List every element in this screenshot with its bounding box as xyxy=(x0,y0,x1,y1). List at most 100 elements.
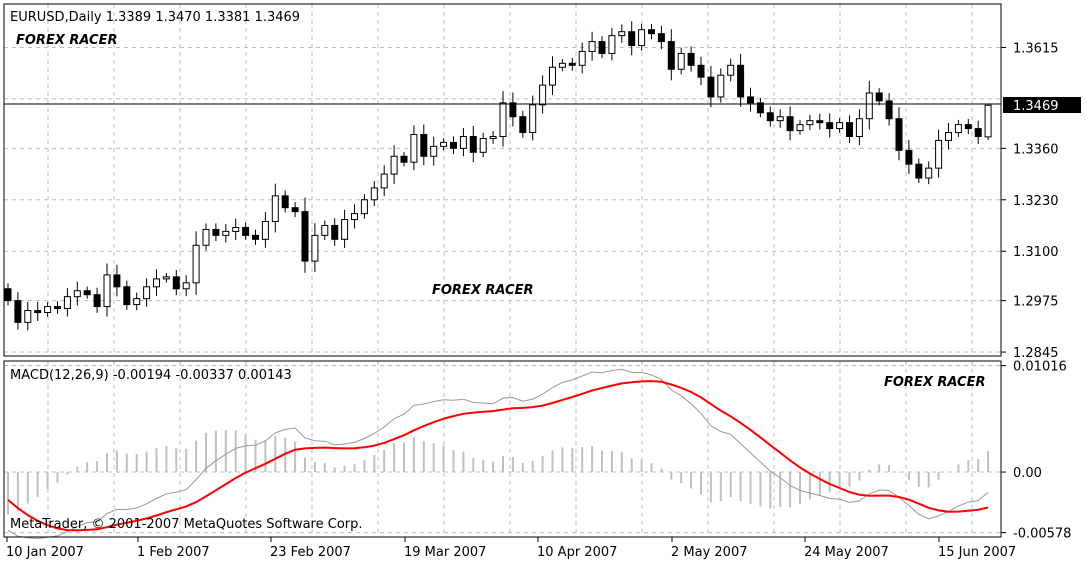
candle xyxy=(657,25,665,50)
candle-bull xyxy=(549,66,556,86)
candle-bear xyxy=(509,102,517,118)
price-panel-frame xyxy=(3,3,1002,357)
candle xyxy=(162,273,170,283)
candle-bear xyxy=(469,135,477,153)
candle-bear xyxy=(212,228,220,236)
candle xyxy=(648,23,655,40)
candle xyxy=(143,278,151,307)
candle-bull xyxy=(153,278,160,288)
candle-bull xyxy=(984,104,992,138)
candle-bear xyxy=(707,76,715,98)
candle xyxy=(816,113,824,130)
candle xyxy=(341,209,349,249)
candle-bull xyxy=(558,62,566,68)
candle-bull xyxy=(380,173,388,189)
candle xyxy=(459,127,467,157)
candle-bull xyxy=(588,41,596,52)
candle xyxy=(786,106,794,141)
candle-bear xyxy=(519,116,527,134)
candle-bear xyxy=(83,290,91,296)
candle-bear xyxy=(974,128,982,137)
candle-bull xyxy=(945,132,952,141)
candle xyxy=(351,204,358,229)
candle-bull xyxy=(143,286,151,300)
candle xyxy=(103,263,111,317)
candle xyxy=(192,231,200,295)
time-tick-label: 24 May 2007 xyxy=(804,545,889,560)
candle-bull xyxy=(954,124,962,134)
candle xyxy=(400,151,408,167)
macd-histogram xyxy=(7,430,990,515)
time-tick-label: 19 Mar 2007 xyxy=(404,545,486,560)
price-tick-label: 1.3230 xyxy=(1013,194,1059,209)
candle-bull xyxy=(351,213,358,221)
candle-bear xyxy=(895,118,903,151)
candle-bear xyxy=(737,64,745,98)
candle-bull xyxy=(776,116,784,122)
macd-signal-line xyxy=(7,380,989,532)
candle xyxy=(677,47,685,75)
candle-bear xyxy=(4,288,12,302)
candle-bull xyxy=(341,219,349,240)
grid xyxy=(4,4,1001,537)
candle xyxy=(311,223,319,272)
candle-bull xyxy=(182,282,190,290)
candle xyxy=(806,114,814,131)
candle-bull xyxy=(717,74,725,98)
candle-bull xyxy=(925,167,933,179)
candle-bear xyxy=(568,62,576,66)
candle-bull xyxy=(410,134,418,163)
candle xyxy=(212,223,220,242)
candle xyxy=(638,23,646,51)
candle xyxy=(737,53,745,107)
candle-bull xyxy=(855,118,863,137)
candle xyxy=(499,91,507,147)
time-axis: 10 Jan 2007 1 Feb 2007 23 Feb 2007 19 Mar 2… xyxy=(6,537,1016,560)
candle-bear xyxy=(113,274,121,288)
macd-panel-frame xyxy=(3,360,1002,538)
candle-bull xyxy=(321,224,329,236)
candle xyxy=(93,287,101,313)
candle xyxy=(261,212,269,248)
candle xyxy=(73,281,81,306)
candle xyxy=(756,97,764,118)
candle-bull xyxy=(727,64,735,76)
candle xyxy=(4,283,12,306)
price-tick-label: 1.3100 xyxy=(1013,245,1059,260)
candle-bull xyxy=(608,35,616,54)
candle xyxy=(598,36,606,59)
candle xyxy=(558,59,566,72)
candle-bull xyxy=(578,50,586,66)
candle-bear xyxy=(786,116,794,132)
time-tick-label: 2 May 2007 xyxy=(671,545,748,560)
candles xyxy=(4,21,992,331)
candle xyxy=(24,302,32,331)
candle-bear xyxy=(598,41,606,54)
candle xyxy=(697,56,705,86)
price-axis: 1.2845 1.2975 1.3100 1.3230 1.3360 1.3615 xyxy=(1001,42,1059,361)
candle-bear xyxy=(301,211,309,262)
candle xyxy=(370,180,378,207)
candle xyxy=(242,222,250,240)
candle xyxy=(945,123,952,150)
candle xyxy=(984,104,992,141)
candle-bear xyxy=(648,29,655,35)
copyright: MetaTrader, © 2001-2007 MetaQuotes Softw… xyxy=(10,517,363,532)
candle xyxy=(291,201,299,218)
candle-bear xyxy=(93,294,101,308)
candle-bull xyxy=(202,228,210,246)
candle xyxy=(252,229,259,245)
candle xyxy=(420,124,428,166)
candle-bear xyxy=(766,112,774,122)
candle xyxy=(281,190,289,213)
candle-bull xyxy=(499,102,507,137)
candle-bull xyxy=(430,145,438,157)
macd-tick-label: 0.00 xyxy=(1013,466,1042,481)
candle-bear xyxy=(14,300,22,323)
candle xyxy=(479,132,487,158)
candle xyxy=(529,95,537,141)
candle-bear xyxy=(252,234,259,240)
candle xyxy=(54,301,61,314)
candle-bull xyxy=(370,187,378,201)
time-tick-label: 10 Apr 2007 xyxy=(537,545,617,560)
